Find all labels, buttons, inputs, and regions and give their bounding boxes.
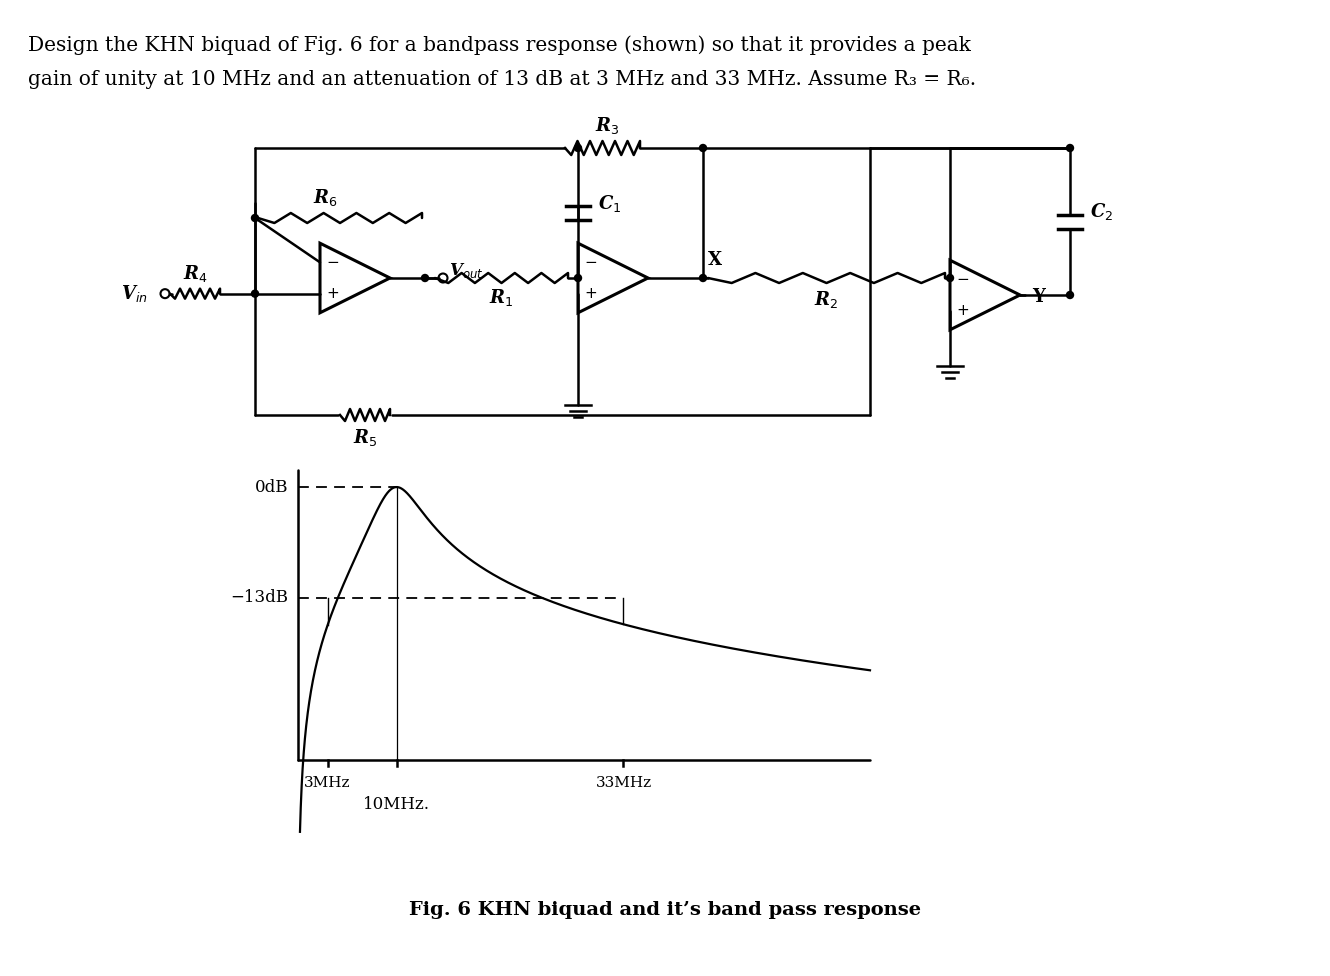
Text: R$_1$: R$_1$ [489, 288, 513, 308]
Circle shape [422, 274, 428, 281]
Text: 33MHz: 33MHz [596, 776, 652, 790]
Circle shape [251, 290, 258, 297]
Circle shape [1067, 144, 1073, 151]
Text: +: + [327, 286, 339, 302]
Text: R$_4$: R$_4$ [182, 264, 207, 284]
Text: gain of unity at 10 MHz and an attenuation of 13 dB at 3 MHz and 33 MHz. Assume : gain of unity at 10 MHz and an attenuati… [28, 70, 976, 89]
Circle shape [700, 274, 706, 281]
Text: C$_2$: C$_2$ [1091, 201, 1113, 222]
Text: −: − [956, 272, 970, 287]
Text: R$_5$: R$_5$ [352, 427, 378, 448]
Text: 0dB: 0dB [254, 478, 289, 496]
Text: −13dB: −13dB [230, 590, 289, 606]
Circle shape [947, 274, 954, 281]
Text: R$_6$: R$_6$ [313, 187, 338, 209]
Circle shape [1067, 292, 1073, 299]
Text: +: + [956, 304, 970, 318]
Text: X: X [708, 251, 722, 269]
Circle shape [700, 144, 706, 151]
Text: Y: Y [1032, 288, 1045, 306]
Text: R$_2$: R$_2$ [814, 290, 839, 310]
Text: −: − [327, 255, 339, 269]
Text: V$_{out}$: V$_{out}$ [450, 261, 484, 279]
Text: −: − [585, 255, 597, 269]
Text: C$_1$: C$_1$ [598, 192, 621, 214]
Text: Fig. 6 KHN biquad and it’s band pass response: Fig. 6 KHN biquad and it’s band pass res… [410, 901, 920, 919]
Text: Design the KHN biquad of Fig. 6 for a bandpass response (shown) so that it provi: Design the KHN biquad of Fig. 6 for a ba… [28, 35, 971, 55]
Circle shape [251, 215, 258, 222]
Circle shape [575, 274, 581, 281]
Text: 10MHz.: 10MHz. [363, 796, 430, 813]
Circle shape [575, 144, 581, 151]
Text: R$_3$: R$_3$ [596, 115, 620, 137]
Text: +: + [585, 286, 597, 302]
Text: 3MHz: 3MHz [305, 776, 351, 790]
Text: V$_{in}$: V$_{in}$ [121, 283, 148, 305]
